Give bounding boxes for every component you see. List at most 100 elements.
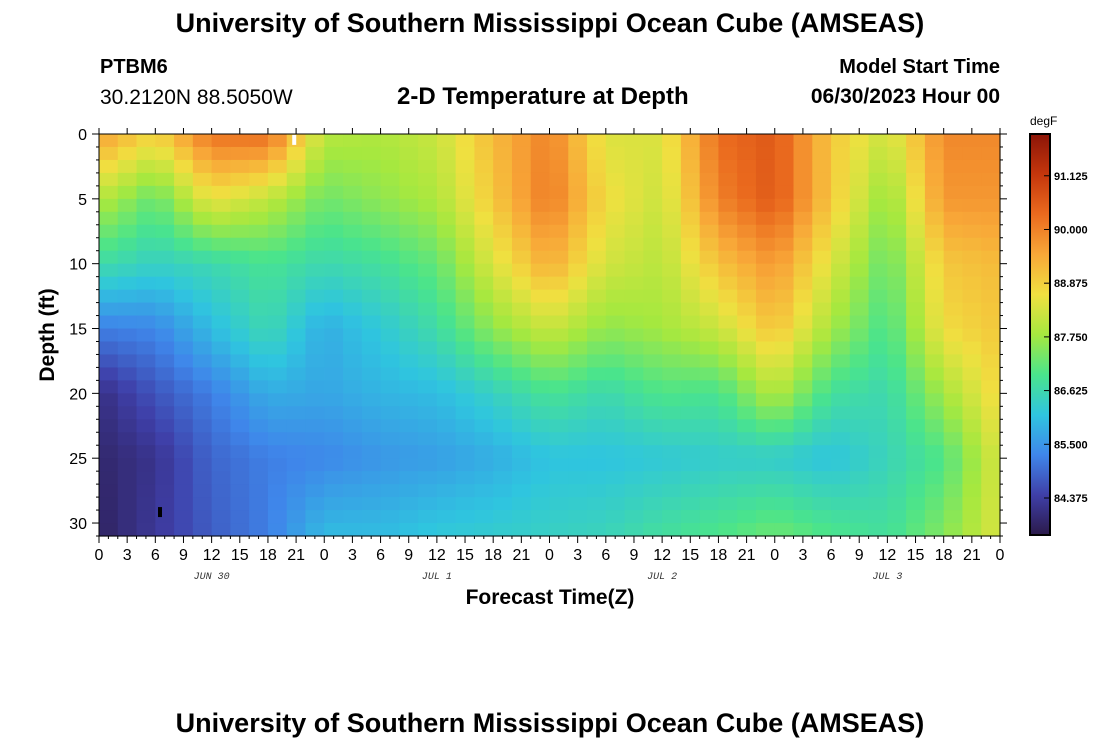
heatmap-cell <box>267 445 288 459</box>
heatmap-cell <box>906 224 926 239</box>
heatmap-cell <box>99 159 119 174</box>
marker <box>158 507 163 518</box>
heatmap-cell <box>718 367 738 381</box>
heatmap-cell <box>831 432 851 446</box>
heatmap-cell <box>230 289 250 304</box>
heatmap-cell <box>981 250 1001 265</box>
heatmap-cell <box>99 146 119 161</box>
heatmap-cell <box>793 458 813 472</box>
heatmap-cell <box>812 211 832 226</box>
heatmap-cell <box>943 354 964 369</box>
heatmap-cell <box>755 159 776 174</box>
heatmap-cell <box>380 341 400 356</box>
heatmap-cell <box>380 289 400 304</box>
heatmap-cell <box>474 172 494 187</box>
heatmap-cell <box>99 237 119 252</box>
heatmap-cell <box>943 367 964 381</box>
heatmap-cell <box>455 159 476 174</box>
heatmap-cell <box>943 393 964 407</box>
heatmap-cell <box>755 134 776 148</box>
heatmap-cell <box>230 484 250 498</box>
heatmap-cell <box>868 224 888 239</box>
heatmap-cell <box>343 341 363 356</box>
x-tick-label: 12 <box>653 547 671 564</box>
heatmap-cell <box>117 134 138 148</box>
heatmap-cell <box>399 341 419 356</box>
heatmap-cell <box>699 367 720 381</box>
heatmap-cell <box>474 406 494 420</box>
heatmap-cell <box>962 276 982 291</box>
x-tick-label: 21 <box>287 547 305 564</box>
heatmap-cell <box>718 393 738 407</box>
heatmap-cell <box>568 185 588 200</box>
heatmap-cell <box>568 406 588 420</box>
heatmap-cell <box>380 328 400 343</box>
heatmap-cell <box>455 134 476 148</box>
heatmap-cell <box>662 146 682 161</box>
heatmap-cell <box>887 198 907 213</box>
heatmap-cell <box>361 185 382 200</box>
heatmap-cell <box>192 523 213 537</box>
heatmap-cell <box>474 367 494 381</box>
heatmap-cell <box>643 211 663 226</box>
heatmap-cell <box>849 497 870 511</box>
heatmap-cell <box>812 328 832 343</box>
heatmap-cell <box>718 497 738 511</box>
heatmap-cell <box>249 328 269 343</box>
y-tick-label: 15 <box>69 322 87 339</box>
heatmap-cell <box>737 302 757 317</box>
heatmap-cell <box>962 419 982 433</box>
heatmap-cell <box>474 445 494 459</box>
heatmap-cell <box>324 263 344 278</box>
heatmap-cell <box>249 159 269 174</box>
heatmap-cell <box>568 302 588 317</box>
heatmap-cell <box>924 146 945 161</box>
heatmap-cell <box>680 497 701 511</box>
heatmap-cell <box>662 198 682 213</box>
heatmap-cell <box>230 432 250 446</box>
heatmap-cell <box>699 354 720 369</box>
heatmap-cell <box>587 432 607 446</box>
heatmap-cell <box>155 172 175 187</box>
heatmap-cell <box>436 289 457 304</box>
heatmap-cell <box>530 276 551 291</box>
heatmap-cell <box>774 224 795 239</box>
heatmap-cell <box>511 289 532 304</box>
heatmap-cell <box>587 328 607 343</box>
heatmap-cell <box>361 380 382 394</box>
heatmap-cell <box>117 510 138 524</box>
heatmap-cell <box>549 276 569 291</box>
heatmap-cell <box>662 263 682 278</box>
heatmap-cell <box>737 380 757 394</box>
heatmap-cell <box>680 172 701 187</box>
heatmap-cell <box>305 237 325 252</box>
heatmap-cell <box>493 159 513 174</box>
heatmap-cell <box>249 523 269 537</box>
heatmap-cell <box>211 146 231 161</box>
heatmap-cell <box>774 393 795 407</box>
heatmap-cell <box>624 341 644 356</box>
heatmap-cell <box>174 134 194 148</box>
heatmap-cell <box>793 497 813 511</box>
heatmap-cell <box>906 289 926 304</box>
heatmap-cell <box>605 250 626 265</box>
heatmap-cell <box>249 380 269 394</box>
heatmap-cell <box>436 523 457 537</box>
heatmap-cell <box>192 367 213 381</box>
x-tick-label: 6 <box>151 547 160 564</box>
heatmap-cell <box>399 211 419 226</box>
heatmap-cell <box>662 458 682 472</box>
heatmap-cell <box>549 419 569 433</box>
heatmap-cell <box>755 224 776 239</box>
heatmap-cell <box>361 510 382 524</box>
heatmap-cell <box>511 237 532 252</box>
heatmap-cell <box>699 471 720 485</box>
heatmap-cell <box>962 510 982 524</box>
heatmap-cell <box>399 263 419 278</box>
heatmap-cell <box>699 484 720 498</box>
heatmap-cell <box>286 146 307 161</box>
heatmap-cell <box>455 484 476 498</box>
heatmap-cell <box>924 432 945 446</box>
heatmap-cell <box>662 185 682 200</box>
